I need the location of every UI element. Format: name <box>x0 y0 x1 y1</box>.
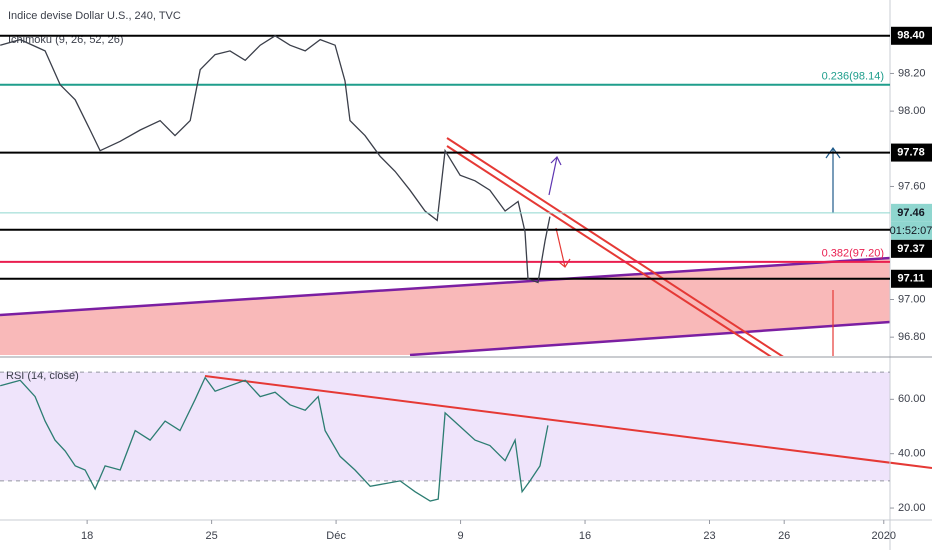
trend-line <box>0 256 890 317</box>
arrow <box>548 156 558 196</box>
price-label: 98.40 <box>897 30 925 42</box>
trend-line <box>446 145 772 356</box>
indicator-label: Ichimoku (9, 26, 52, 26) <box>8 34 124 46</box>
drawings <box>0 137 890 356</box>
y-tick-label: 98.00 <box>898 105 926 117</box>
price-label: 97.78 <box>897 146 925 158</box>
rsi-trend-line <box>204 375 932 469</box>
price-label: 97.37 <box>897 243 925 255</box>
rsi-band <box>0 372 890 481</box>
y-tick-label: 40.00 <box>898 448 926 460</box>
chart-title: Indice devise Dollar U.S., 240, TVC <box>8 10 181 22</box>
price-label: 97.11 <box>898 273 925 285</box>
x-tick-label: Déc <box>326 530 346 542</box>
countdown-box <box>891 221 932 240</box>
price-label-box <box>891 203 932 222</box>
arrow-head <box>550 155 562 166</box>
y-tick-label: 60.00 <box>898 393 926 405</box>
y-tick-label: 98.20 <box>898 67 926 79</box>
y-tick-label: 20.00 <box>898 502 926 514</box>
price-label-box <box>891 269 932 288</box>
x-tick-label: 9 <box>457 530 463 542</box>
x-tick-label: 18 <box>81 530 93 542</box>
countdown: 01:52:07 <box>890 225 932 237</box>
y-tick-label: 97.60 <box>898 180 926 192</box>
level-annotation: 0.236(98.14) <box>822 71 884 83</box>
trend-line <box>409 320 890 356</box>
x-tick-label: 25 <box>205 530 217 542</box>
price-line <box>0 376 549 502</box>
y-tick-label: 97.00 <box>898 293 926 305</box>
x-tick-label: 2020 <box>872 530 896 542</box>
price-label-box <box>891 26 932 45</box>
trend-line <box>446 137 784 356</box>
price-label-box <box>891 239 932 258</box>
x-tick-label: 16 <box>579 530 591 542</box>
indicator-label: RSI (14, close) <box>6 370 79 382</box>
x-tick-label: 26 <box>778 530 790 542</box>
price-line <box>0 35 551 284</box>
level-annotation: 0.382(97.20) <box>822 248 884 260</box>
x-tick-label: 23 <box>703 530 715 542</box>
arrow <box>555 227 566 268</box>
price-label-box <box>891 143 932 162</box>
price-label: 97.46 <box>897 207 925 219</box>
y-tick-label: 96.80 <box>898 331 926 343</box>
arrow-head <box>825 146 841 159</box>
